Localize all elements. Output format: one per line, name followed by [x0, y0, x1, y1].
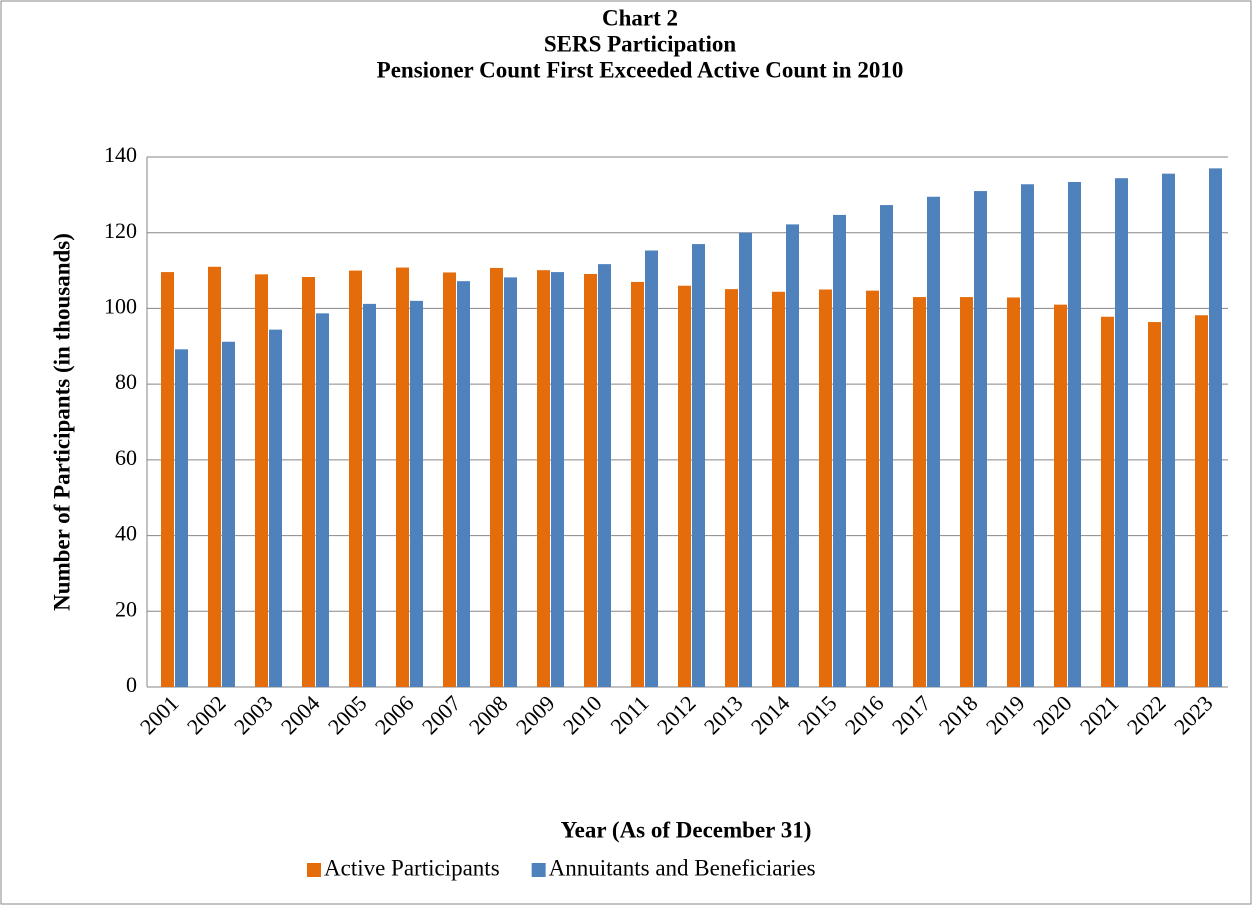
y-axis-title: Number of Participants (in thousands)	[49, 233, 74, 611]
bar	[1162, 173, 1175, 687]
bar	[1209, 168, 1222, 687]
bar	[349, 270, 362, 687]
bar	[410, 300, 423, 687]
y-tick-label: 80	[115, 369, 137, 394]
bar	[443, 272, 456, 687]
legend-label: Annuitants and Beneficiaries	[549, 855, 816, 880]
bar	[504, 277, 517, 687]
bar	[1054, 304, 1067, 687]
bar	[1101, 316, 1114, 687]
bar	[927, 196, 940, 687]
bar	[772, 291, 785, 687]
bar	[725, 289, 738, 687]
y-tick-label: 60	[115, 445, 137, 470]
bar	[161, 272, 174, 687]
y-tick-label: 40	[115, 521, 137, 546]
y-tick-label: 20	[115, 596, 137, 621]
bar	[974, 191, 987, 688]
bar	[1021, 184, 1034, 687]
bar	[396, 267, 409, 687]
bar	[645, 250, 658, 687]
bar	[269, 329, 282, 687]
bar	[1007, 297, 1020, 687]
y-tick-label: 140	[104, 142, 137, 167]
x-axis-title: Year (As of December 31)	[561, 817, 812, 842]
bar	[739, 232, 752, 687]
legend-label: Active Participants	[324, 855, 500, 880]
y-tick-label: 120	[104, 218, 137, 243]
bar	[363, 303, 376, 687]
bar	[1115, 178, 1128, 687]
bar	[913, 297, 926, 687]
chart-subtitle: SERS Participation	[544, 31, 737, 56]
chart-title: Chart 2	[602, 5, 678, 30]
bar	[208, 266, 221, 687]
bar	[598, 264, 611, 687]
y-tick-label: 0	[126, 672, 137, 697]
bar	[1148, 322, 1161, 687]
bar	[584, 273, 597, 687]
y-tick-label: 100	[104, 293, 137, 318]
bar	[255, 274, 268, 687]
bar	[537, 270, 550, 687]
chart-annotation: Pensioner Count First Exceeded Active Co…	[377, 57, 904, 82]
bar	[866, 290, 879, 687]
bar	[175, 349, 188, 687]
bar	[302, 277, 315, 687]
bar	[678, 285, 691, 687]
legend-swatch	[307, 863, 321, 877]
bar	[222, 341, 235, 687]
bar	[490, 267, 503, 687]
bar	[833, 214, 846, 687]
bar	[457, 281, 470, 687]
legend-swatch	[531, 863, 546, 877]
bar	[631, 281, 644, 687]
bar	[960, 297, 973, 687]
bar	[551, 272, 564, 687]
bar	[819, 289, 832, 687]
bar	[880, 205, 893, 688]
bar	[692, 244, 705, 688]
bar	[1068, 181, 1081, 687]
bar	[786, 224, 799, 687]
bar	[1195, 315, 1208, 687]
bar	[316, 313, 329, 687]
